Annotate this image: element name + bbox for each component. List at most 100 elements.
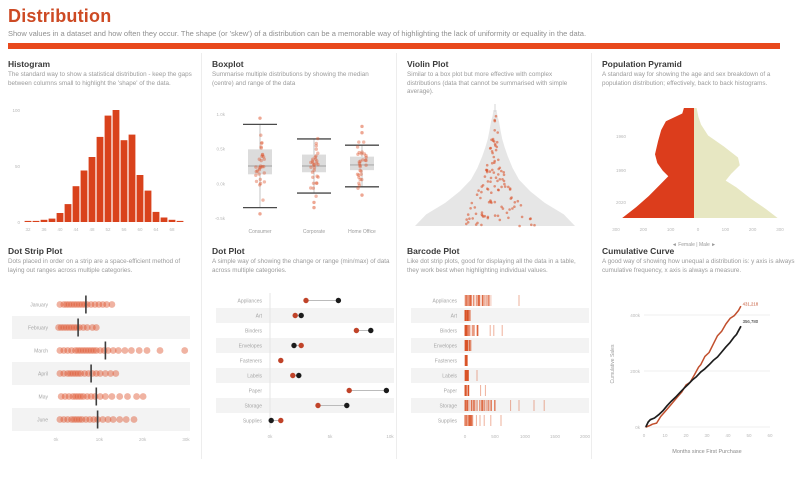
card-title: Dot Strip Plot [8, 246, 63, 256]
dot-strip-plot-chart: January February March April May June 0k 10k 20k… [8, 287, 197, 459]
card-cumulative-curve: Cumulative Curve A good way of showing h… [591, 240, 800, 459]
svg-text:20: 20 [683, 433, 689, 438]
card-title: Population Pyramid [602, 59, 682, 69]
svg-text:200k: 200k [630, 369, 641, 374]
svg-text:68: 68 [169, 227, 175, 232]
svg-text:Storage: Storage [244, 404, 262, 410]
svg-text:50: 50 [15, 164, 21, 169]
svg-text:0k: 0k [635, 425, 641, 430]
svg-text:1960: 1960 [616, 134, 627, 139]
svg-text:Binders: Binders [440, 329, 457, 335]
svg-text:40: 40 [725, 433, 731, 438]
card-description: Like dot strip plots, good for displayin… [407, 258, 576, 274]
card-description: A good way of showing how unequal a dist… [602, 258, 795, 274]
card-title: Barcode Plot [407, 246, 460, 256]
card-boxplot: Boxplot Summarise multiple distributions… [201, 53, 396, 240]
card-population-pyramid: Population Pyramid A standard way for sh… [591, 53, 800, 248]
svg-text:Months since First Purchase: Months since First Purchase [672, 449, 741, 455]
barcode-plot-chart: Appliances Art Binders Envelopes Fasteners La… [407, 287, 591, 459]
card-description: A standard way for showing the age and s… [602, 71, 771, 87]
svg-text:300: 300 [776, 227, 784, 232]
svg-text:56: 56 [121, 227, 127, 232]
svg-text:June: June [37, 418, 48, 424]
svg-text:300: 300 [612, 227, 620, 232]
svg-text:Labels: Labels [442, 374, 457, 380]
population-pyramid-chart: 1960 1990 2020 300 200 100 0 100 200 300 ◄ Female … [602, 100, 797, 248]
svg-text:100: 100 [12, 108, 20, 113]
svg-text:Paper: Paper [444, 389, 458, 395]
svg-text:30k: 30k [182, 437, 190, 442]
svg-text:10k: 10k [96, 437, 104, 442]
card-histogram: Histogram The standard way to show a sta… [6, 53, 201, 240]
svg-text:60: 60 [767, 433, 773, 438]
svg-text:32: 32 [25, 227, 31, 232]
svg-text:0: 0 [464, 434, 467, 439]
card-title: Violin Plot [407, 59, 449, 69]
card-title: Cumulative Curve [602, 246, 675, 256]
svg-text:20k: 20k [139, 437, 147, 442]
svg-text:60: 60 [137, 227, 143, 232]
svg-text:Envelopes: Envelopes [434, 344, 458, 350]
svg-text:◄ Female | Male ►: ◄ Female | Male ► [672, 242, 716, 248]
svg-text:Supplies: Supplies [438, 419, 458, 425]
card-dot-plot: Dot Plot A simple way of showing the cha… [201, 240, 396, 459]
svg-text:Consumer: Consumer [248, 229, 271, 235]
card-description: Summarise multiple distributions by show… [212, 71, 369, 87]
svg-text:Storage: Storage [439, 404, 457, 410]
svg-text:44: 44 [73, 227, 79, 232]
svg-text:Fasteners: Fasteners [435, 359, 458, 365]
svg-text:1000: 1000 [520, 434, 531, 439]
card-description: A simple way of showing the change or ra… [212, 258, 390, 274]
svg-text:50: 50 [746, 433, 752, 438]
svg-text:1.0k: 1.0k [216, 112, 225, 117]
card-description: The standard way to show a statistical d… [8, 71, 192, 87]
svg-text:400k: 400k [630, 313, 641, 318]
svg-text:May: May [39, 395, 49, 401]
card-title: Dot Plot [212, 246, 245, 256]
svg-text:January: January [30, 303, 48, 309]
svg-text:0k: 0k [54, 437, 60, 442]
svg-text:March: March [34, 349, 48, 355]
svg-text:64: 64 [153, 227, 159, 232]
svg-text:100: 100 [667, 227, 675, 232]
svg-text:Art: Art [256, 314, 263, 320]
svg-text:10: 10 [662, 433, 668, 438]
card-description: Similar to a box plot but more effective… [407, 71, 568, 95]
svg-text:52: 52 [105, 227, 111, 232]
svg-text:0: 0 [643, 433, 646, 438]
card-barcode-plot: Barcode Plot Like dot strip plots, good … [396, 240, 591, 459]
svg-text:Cumulative Sales: Cumulative Sales [610, 344, 616, 383]
svg-text:Envelopes: Envelopes [239, 344, 263, 350]
svg-text:Appliances: Appliances [433, 299, 458, 305]
card-title: Boxplot [212, 59, 244, 69]
svg-text:Corporate: Corporate [303, 229, 325, 235]
svg-text:500: 500 [491, 434, 499, 439]
histogram-chart: 100 50 0 32 36 40 44 48 52 56 60 64 68 [8, 100, 197, 240]
svg-text:Art: Art [451, 314, 458, 320]
chart-grid: Histogram The standard way to show a sta… [0, 53, 800, 459]
card-violin-plot: Violin Plot Similar to a box plot but mo… [396, 53, 591, 240]
card-description: Dots placed in order on a strip are a sp… [8, 258, 181, 274]
svg-text:356,780: 356,780 [743, 319, 759, 324]
svg-text:200: 200 [749, 227, 757, 232]
page-subtitle: Show values in a dataset and how often t… [8, 29, 587, 38]
svg-text:200: 200 [640, 227, 648, 232]
violin-plot-chart [407, 100, 587, 240]
page-title: Distribution [8, 6, 112, 26]
svg-text:100: 100 [722, 227, 730, 232]
svg-text:Home Office: Home Office [348, 229, 376, 235]
svg-text:5k: 5k [328, 434, 334, 439]
card-title: Histogram [8, 59, 51, 69]
svg-text:Labels: Labels [247, 374, 262, 380]
svg-text:40: 40 [57, 227, 63, 232]
svg-text:0.5k: 0.5k [216, 147, 225, 152]
accent-divider [8, 43, 780, 49]
svg-text:February: February [28, 326, 49, 332]
svg-text:0.0k: 0.0k [216, 181, 225, 186]
page-header: Distribution Show values in a dataset an… [0, 0, 800, 49]
dot-plot-chart: Appliances Art Binders Envelopes Fasteners La… [212, 287, 394, 459]
boxplot-chart: 1.0k 0.5k 0.0k -0.5k Consumer Corporate Home O… [212, 100, 392, 240]
svg-text:30: 30 [704, 433, 710, 438]
svg-text:2000: 2000 [580, 434, 591, 439]
svg-text:Binders: Binders [245, 329, 262, 335]
